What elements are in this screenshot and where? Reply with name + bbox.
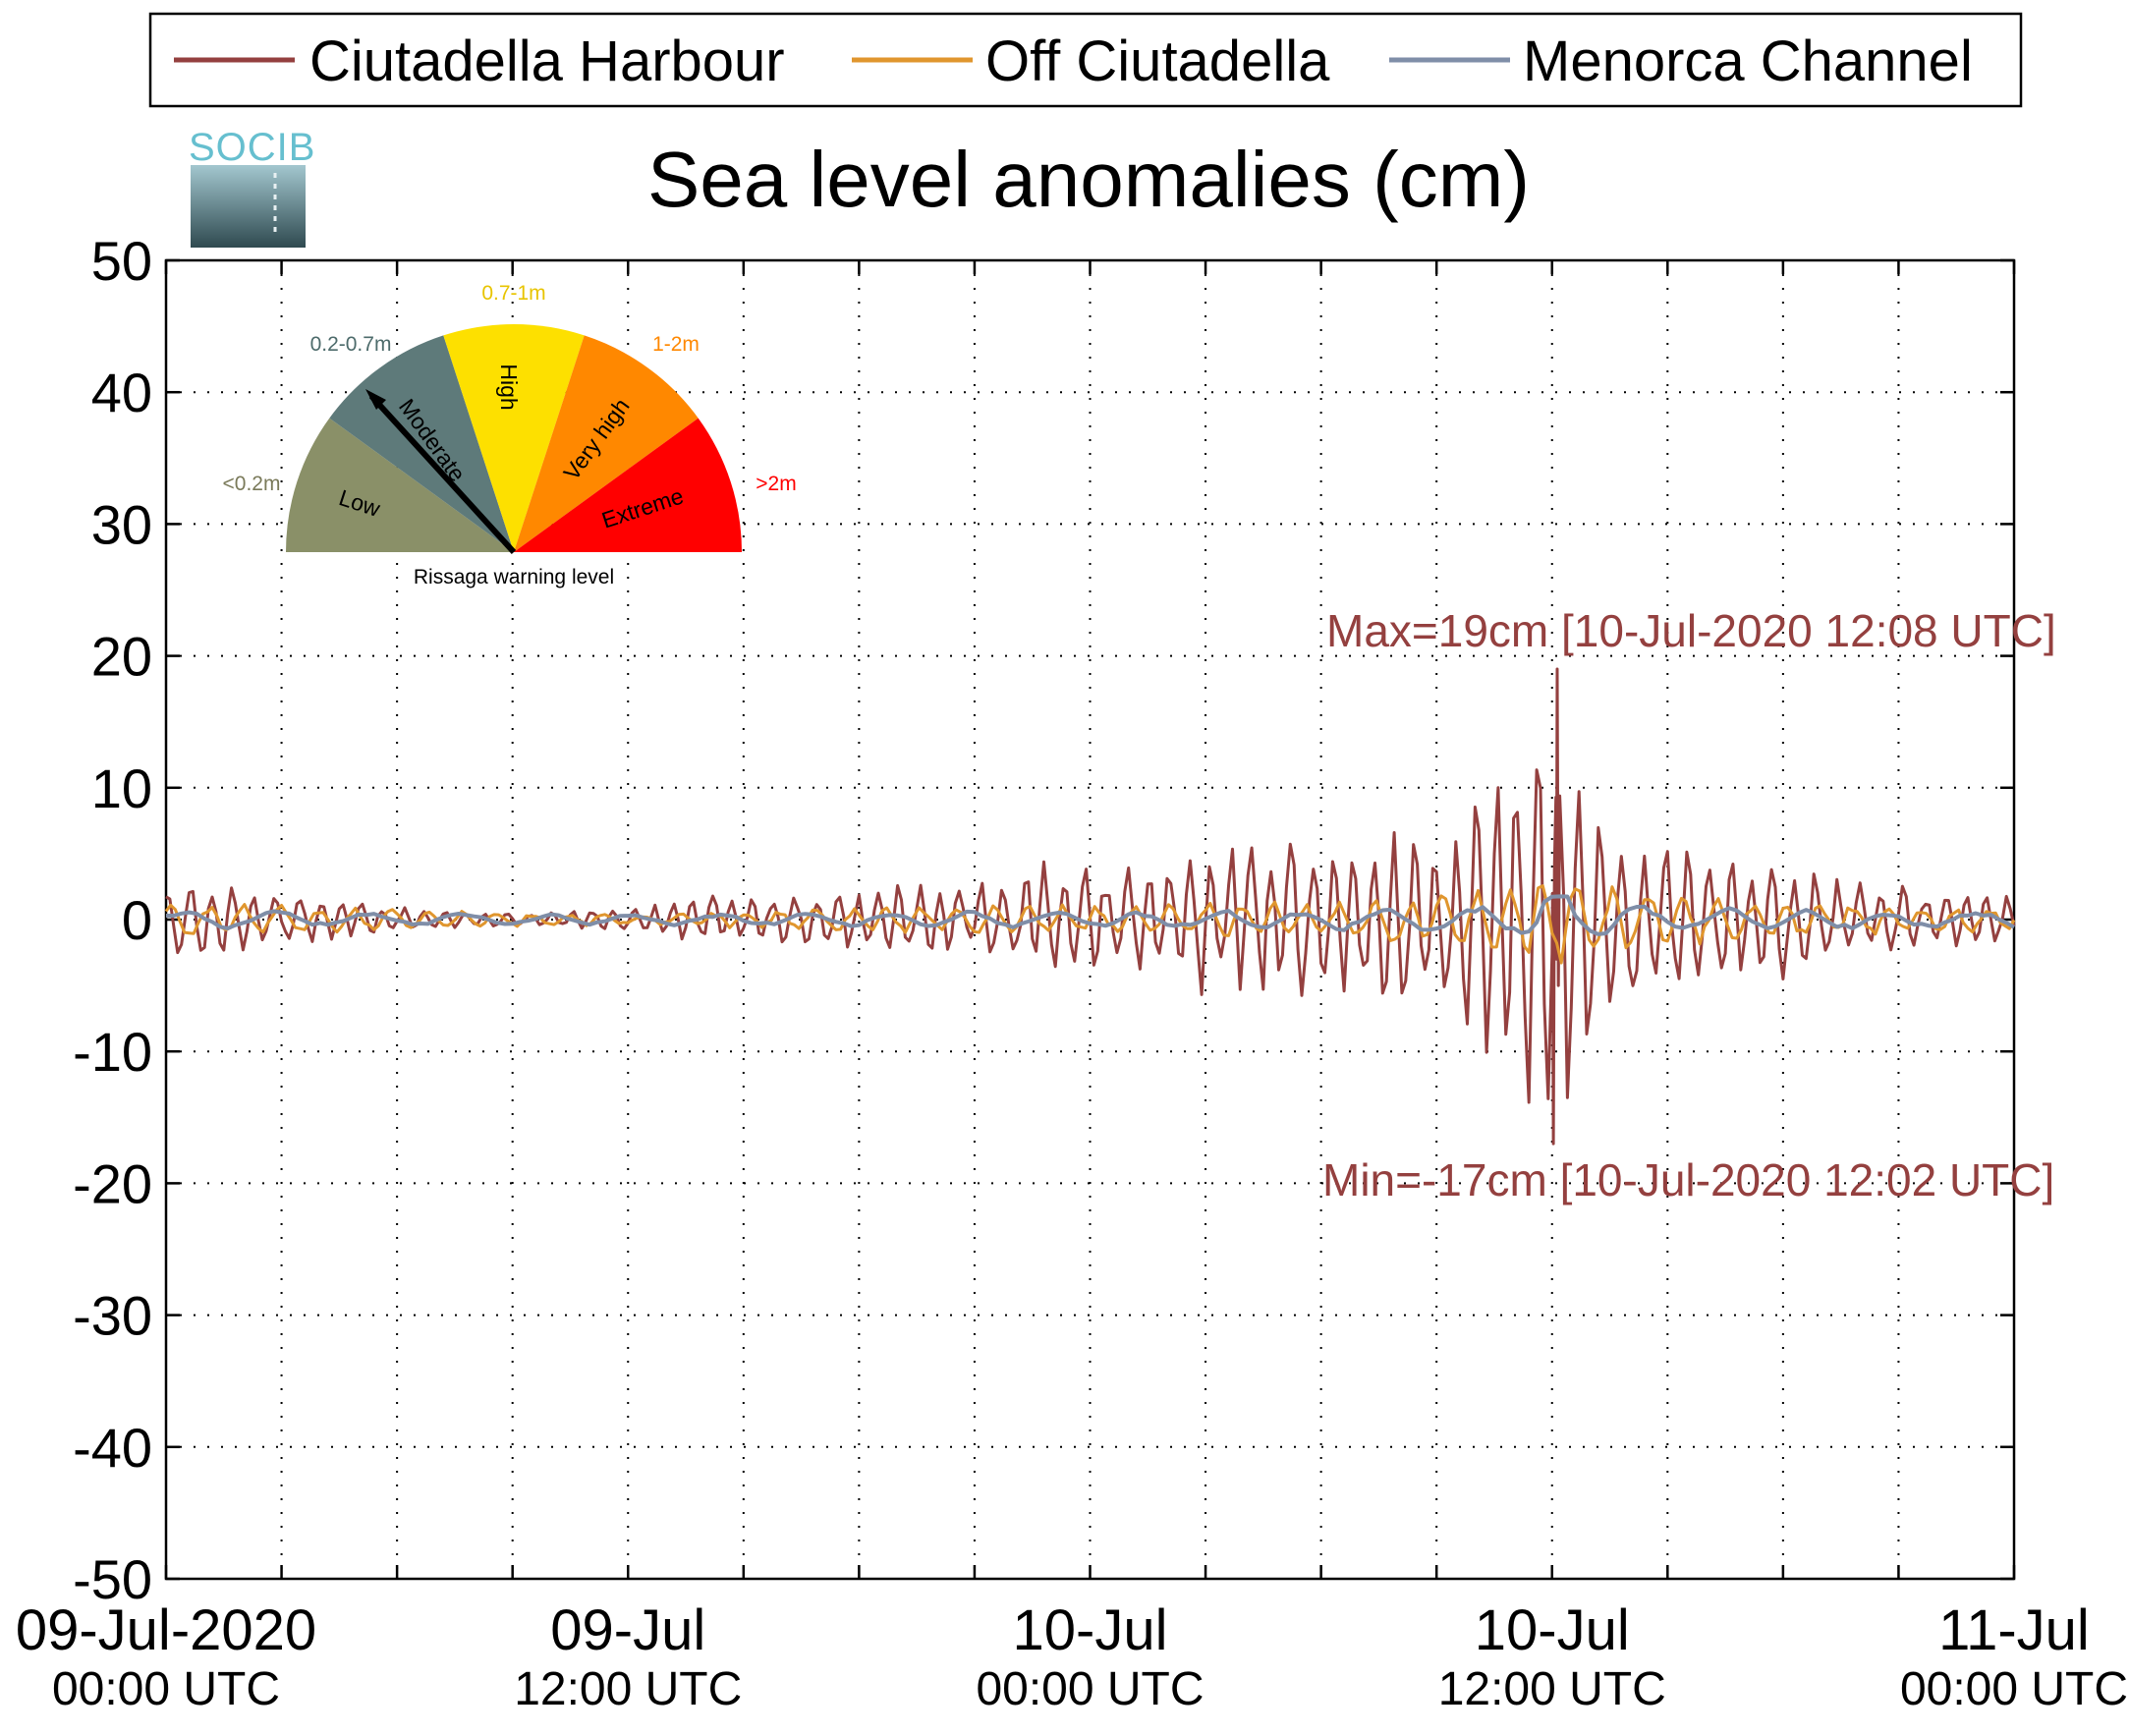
x-tick-label-time: 12:00 UTC: [514, 1663, 742, 1715]
y-tick-label: 20: [91, 626, 152, 688]
x-tick-label-date: 10-Jul: [1013, 1598, 1168, 1662]
gauge-needle-arrowhead: [365, 389, 386, 410]
x-tick-label-time: 00:00 UTC: [976, 1663, 1204, 1715]
gauge-sector-extreme: [514, 418, 742, 552]
gauge-sector-high: [443, 324, 585, 552]
annotation-max: Max=19cm [10-Jul-2020 12:08 UTC]: [1326, 605, 2056, 656]
socib-logo: SOCIB: [189, 126, 315, 248]
gauge-sector-low: [286, 418, 514, 552]
gauge-range-moderate: 0.2-0.7m: [310, 333, 392, 356]
rissaga-warning-gauge: Rissaga warning level <0.2m 0.2-0.7m 0.7…: [223, 282, 797, 588]
y-tick-label: -40: [73, 1417, 152, 1479]
gauge-label-high: High: [496, 364, 522, 410]
x-tick-label-date: 09-Jul: [550, 1598, 705, 1662]
gauge-sector-very-high: [514, 335, 699, 552]
x-tick-label-date: 09-Jul-2020: [16, 1598, 316, 1662]
y-tick-label: -10: [73, 1021, 152, 1083]
legend-label-channel: Menorca Channel: [1523, 29, 1973, 93]
y-tick-label: 30: [91, 493, 152, 555]
gauge-range-low: <0.2m: [223, 473, 281, 495]
logo-wave-block: [191, 165, 306, 248]
gauge-range-high: 0.7-1m: [481, 282, 545, 305]
y-tick-label: 10: [91, 757, 152, 819]
gauge-range-very-high: 1-2m: [652, 333, 700, 356]
x-tick-label-date: 10-Jul: [1475, 1598, 1630, 1662]
y-tick-label: -30: [73, 1285, 152, 1347]
legend: Ciutadella Harbour Off Ciutadella Menorc…: [148, 12, 2023, 108]
legend-box: [148, 12, 2023, 108]
y-tick-label: 0: [122, 889, 152, 951]
y-axis: 50 40 30 20 10 0 -10 -20 -30 -40 -50: [73, 230, 2014, 1610]
gauge-title: Rissaga warning level: [414, 566, 614, 588]
logo-text: SOCIB: [189, 126, 315, 169]
chart-title: Sea level anomalies (cm): [647, 136, 1530, 223]
y-tick-label: -20: [73, 1152, 152, 1214]
x-tick-label-time: 00:00 UTC: [1900, 1663, 2128, 1715]
series-line-menorca-channel: [166, 894, 2016, 936]
gauge-needle: [368, 393, 517, 555]
series-line-off-ciutadella: [164, 884, 2016, 965]
legend-label-harbour: Ciutadella Harbour: [309, 29, 785, 93]
gauge-range-extreme: >2m: [756, 473, 796, 495]
y-tick-label: -50: [73, 1548, 152, 1610]
annotation-min: Min=-17cm [10-Jul-2020 12:02 UTC]: [1322, 1154, 2054, 1205]
x-tick-label-time: 12:00 UTC: [1438, 1663, 1666, 1715]
y-tick-label: 50: [91, 230, 152, 292]
x-tick-label-time: 00:00 UTC: [52, 1663, 280, 1715]
x-tick-label-date: 11-Jul: [1938, 1598, 2090, 1662]
y-tick-label: 40: [91, 362, 152, 423]
series-lines: [164, 667, 2016, 1146]
legend-label-off: Off Ciutadella: [985, 29, 1330, 93]
